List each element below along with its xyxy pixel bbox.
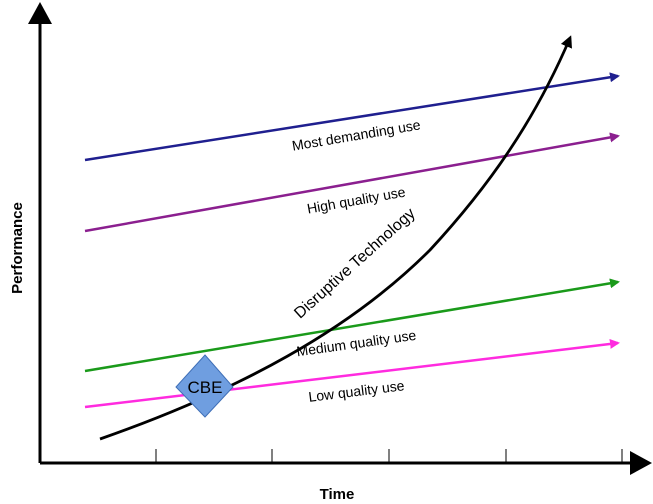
high-quality-use-line (84, 132, 620, 233)
cbe-label: CBE (188, 378, 223, 397)
y-axis-arrow-icon (28, 2, 52, 24)
low-quality-use-label: Low quality use (308, 377, 406, 405)
disruptive-technology-curve (99, 35, 572, 441)
medium-quality-use-line (84, 278, 620, 373)
most-demanding-use-label: Most demanding use (291, 116, 422, 153)
disruptive-technology-label: Disruptive Technology (291, 205, 418, 322)
y-axis (28, 2, 52, 463)
x-axis (40, 449, 652, 475)
x-axis-arrow-icon (630, 451, 652, 475)
most-demanding-use-line (84, 72, 620, 162)
x-axis-label: Time (320, 486, 355, 503)
low-quality-use-line (84, 338, 620, 409)
cbe-badge: CBE (175, 354, 234, 418)
y-axis-label: Performance (9, 202, 26, 294)
cbe-diamond-icon (175, 354, 234, 418)
